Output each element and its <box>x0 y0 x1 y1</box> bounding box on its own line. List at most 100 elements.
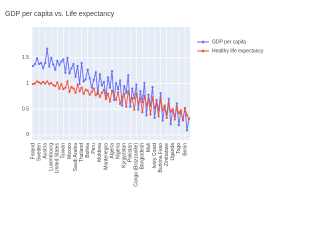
point <box>149 113 152 116</box>
point <box>46 47 49 50</box>
point <box>60 82 63 86</box>
point <box>94 71 97 74</box>
point <box>121 104 124 107</box>
x-tick-label: Finland <box>30 143 36 160</box>
point <box>54 84 57 88</box>
point <box>68 72 71 75</box>
x-tick-label: Burkina Faso <box>158 143 164 173</box>
point <box>48 82 51 86</box>
point <box>42 80 45 84</box>
point <box>54 68 57 71</box>
point <box>167 102 170 105</box>
point <box>78 82 81 86</box>
point <box>143 94 146 97</box>
point <box>66 56 69 59</box>
point <box>179 109 182 112</box>
point <box>106 76 110 79</box>
point <box>88 93 91 96</box>
point <box>112 94 116 97</box>
point <box>161 109 164 112</box>
point <box>90 86 93 89</box>
point <box>80 61 83 65</box>
point <box>96 90 99 93</box>
point <box>108 86 112 89</box>
point <box>177 124 180 127</box>
point <box>42 66 45 70</box>
point <box>116 88 120 91</box>
x-tick-label: Moldova <box>97 143 103 162</box>
point <box>135 83 138 86</box>
point <box>141 100 144 104</box>
point <box>72 87 75 90</box>
point <box>70 85 73 89</box>
point <box>52 63 55 66</box>
point <box>90 90 93 93</box>
point <box>147 98 150 101</box>
point <box>175 105 178 108</box>
point <box>40 61 43 65</box>
point <box>82 92 85 95</box>
point <box>133 108 136 111</box>
point <box>62 58 65 61</box>
point <box>35 57 39 60</box>
x-tick-label: Mali <box>146 143 152 152</box>
x-tick-label: Taiwan <box>61 143 67 159</box>
point <box>110 89 114 92</box>
chart-title: GDP per capita vs. Life expectancy <box>5 11 115 18</box>
point <box>165 116 168 120</box>
point <box>145 114 148 117</box>
point <box>139 97 142 100</box>
point <box>125 91 128 94</box>
point <box>80 86 83 89</box>
point <box>123 84 126 88</box>
point <box>92 87 95 90</box>
legend-marker <box>201 49 205 53</box>
point <box>181 119 185 122</box>
point <box>84 88 87 91</box>
point <box>92 78 95 82</box>
point <box>86 89 89 92</box>
point <box>64 71 67 74</box>
x-tick-label: Sweden <box>36 143 42 161</box>
x-tick-label: Congo (Brazzaville) <box>134 143 140 187</box>
x-tick-label: Peru <box>91 143 97 154</box>
x-tick-label: Benin <box>182 143 188 156</box>
point <box>155 98 158 102</box>
point <box>153 116 156 120</box>
point <box>62 88 65 91</box>
point <box>141 111 144 114</box>
x-tick-label: Ivory Coast <box>152 142 158 168</box>
chart: GDP per capita vs. Life expectancy 0 0.5 1… <box>5 11 264 187</box>
y-tick-label: 1 <box>26 81 29 87</box>
x-tick-label: Mexico <box>67 143 73 159</box>
point <box>185 129 189 132</box>
point <box>116 91 120 94</box>
point <box>112 98 116 102</box>
point <box>102 80 106 84</box>
point <box>137 108 140 111</box>
point <box>48 65 51 68</box>
point <box>183 107 187 110</box>
point <box>31 82 35 86</box>
point <box>137 101 140 105</box>
point <box>135 92 138 95</box>
point <box>86 68 89 71</box>
point <box>153 107 156 110</box>
point <box>169 122 172 126</box>
point <box>94 94 97 97</box>
point <box>50 81 53 85</box>
point <box>74 75 77 78</box>
point <box>114 81 118 85</box>
x-tick-label: Thailand <box>79 143 85 162</box>
point <box>104 97 108 101</box>
point <box>157 115 160 118</box>
point <box>173 118 176 121</box>
point <box>33 62 37 66</box>
point <box>119 79 122 82</box>
point <box>70 66 73 70</box>
point <box>68 90 71 93</box>
point <box>171 108 174 111</box>
x-tick-label: Bangladesh <box>140 143 146 170</box>
point <box>129 99 132 103</box>
point <box>119 102 122 106</box>
